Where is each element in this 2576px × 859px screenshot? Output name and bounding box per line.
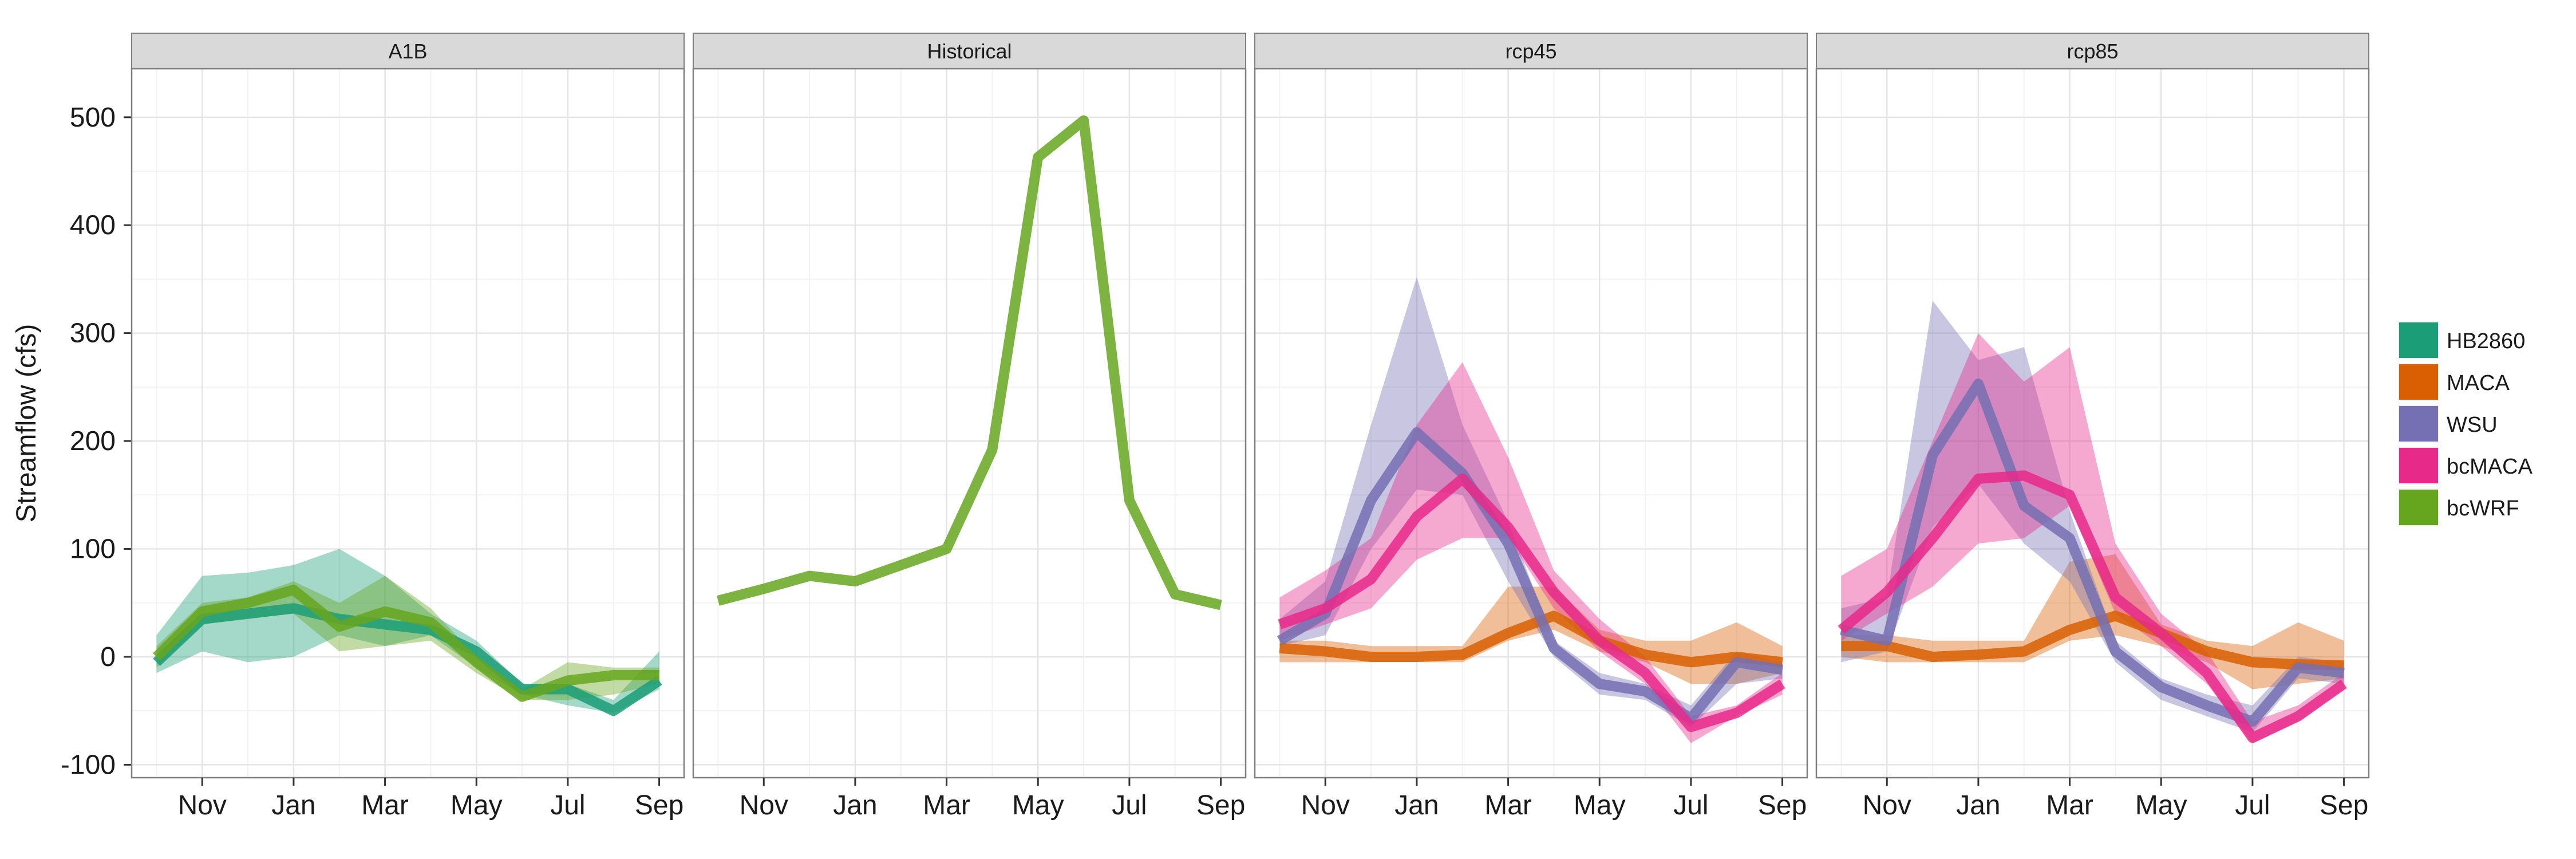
panel-title: rcp45 [1505, 40, 1556, 63]
series-line-bcmaca [1278, 474, 1785, 732]
x-tick-label: May [451, 790, 503, 821]
x-tick-label: May [1574, 790, 1626, 821]
series-line-maca [1841, 610, 2344, 671]
panel-background [693, 69, 1246, 778]
x-tick-label: Nov [740, 790, 788, 821]
y-tick-label: 500 [70, 103, 116, 133]
x-tick-label: May [1012, 790, 1064, 821]
panel-border [692, 68, 1247, 779]
panel-rcp85: rcp85 Nov Jan Mar May Jul Sep [1815, 33, 2370, 821]
x-tick-label: Nov [1863, 790, 1911, 821]
x-tick-label: Jul [1112, 790, 1147, 821]
series-line-bcwrf [153, 585, 659, 702]
panel-border [131, 68, 685, 779]
x-tick-label: Jan [833, 790, 877, 821]
series-line-bcmaca [1838, 470, 2347, 743]
panel-rcp45: rcp45 Nov Jan Mar May Jul Sep [1254, 33, 1808, 821]
legend: HB2860 MACA WSU bcMACA bcWRF [2397, 320, 2533, 527]
x-tick-label: Jan [271, 790, 315, 821]
y-axis-title: Streamflow (cfs) [11, 324, 42, 523]
y-tick-label: 300 [70, 318, 116, 349]
legend-label: HB2860 [2447, 329, 2525, 353]
legend-label: WSU [2447, 413, 2498, 437]
series-line-wsu [1840, 379, 2345, 727]
legend-swatch-bcwrf [2399, 490, 2438, 525]
series-line-hb2860 [153, 603, 662, 716]
y-tick-label: 100 [70, 534, 116, 565]
panel-strip [1816, 33, 2369, 69]
legend-swatch-bcmaca [2399, 448, 2438, 483]
legend-label: MACA [2447, 371, 2510, 395]
x-tick-label: Jul [550, 790, 585, 821]
x-tick-label: Mar [923, 790, 970, 821]
series-line-bcwrf [717, 115, 1222, 610]
legend-label: bcWRF [2447, 497, 2519, 521]
x-tick-label: Sep [1758, 790, 1807, 821]
x-tick-label: May [2135, 790, 2187, 821]
y-tick-label: -100 [61, 750, 116, 780]
panel-title: rcp85 [2067, 40, 2118, 63]
x-tick-label: Sep [1196, 790, 1245, 821]
x-tick-label: Jul [2235, 790, 2270, 821]
x-tick-label: Mar [2046, 790, 2093, 821]
legend-swatch-hb2860 [2399, 322, 2438, 358]
x-tick-label: Sep [2320, 790, 2368, 821]
panel-a1b: A1B Nov Jan Mar May Jul Sep [131, 33, 685, 821]
x-tick-label: Jul [1673, 790, 1708, 821]
panel-strip [693, 33, 1246, 69]
series-line-wsu [1277, 427, 1784, 724]
x-tick-label: Mar [1484, 790, 1532, 821]
x-tick-label: Mar [361, 790, 409, 821]
y-tick-label: 200 [70, 426, 116, 456]
panel-title: A1B [388, 40, 427, 63]
x-tick-label: Sep [635, 790, 683, 821]
panel-background [132, 69, 684, 778]
ribbon-wsu [1279, 277, 1783, 727]
legend-label: bcMACA [2447, 455, 2533, 479]
y-tick-label: 400 [70, 210, 116, 241]
panel-border [1815, 68, 2370, 779]
series-line-maca [1279, 610, 1783, 668]
x-tick-label: Nov [1301, 790, 1350, 821]
legend-swatch-maca [2399, 364, 2438, 400]
panel-title: Historical [927, 40, 1012, 63]
legend-swatch-wsu [2399, 406, 2438, 442]
x-tick-label: Jan [1956, 790, 2000, 821]
panel-border [1254, 68, 1808, 779]
x-tick-label: Jan [1394, 790, 1439, 821]
x-tick-label: Nov [178, 790, 227, 821]
y-tick-label: 0 [100, 642, 116, 672]
panel-historical: Historical Nov Jan Mar May Jul Sep [692, 33, 1247, 821]
